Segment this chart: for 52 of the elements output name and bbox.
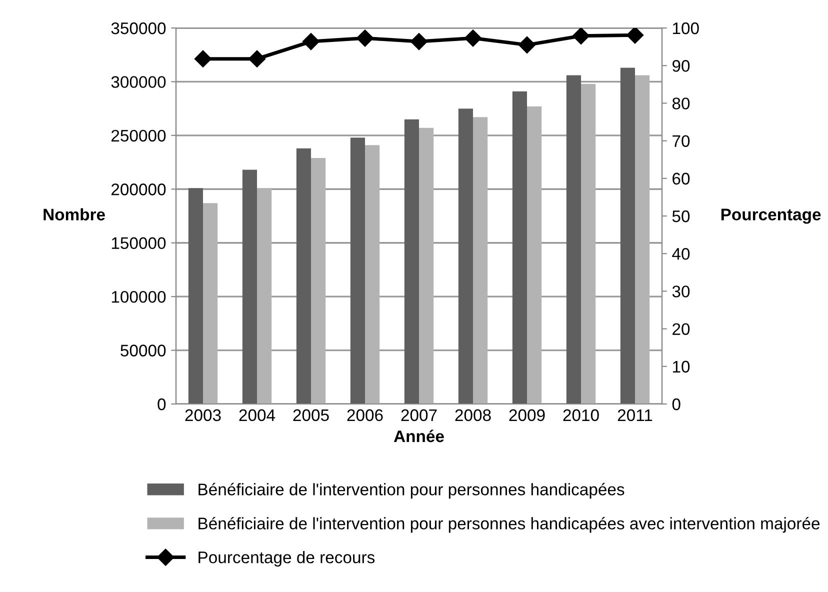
bar: [419, 128, 434, 404]
y2-axis-title: Pourcentage: [721, 208, 821, 224]
bar: [527, 106, 542, 404]
x-tick-label: 2008: [455, 409, 491, 422]
y-tick-label: 350000: [111, 22, 166, 34]
bar: [242, 170, 257, 404]
x-tick-label: 2006: [347, 409, 383, 422]
y-tick-label: 200000: [112, 184, 166, 196]
y2-tick-label: 40: [672, 248, 690, 260]
bar: [512, 91, 527, 404]
y-tick-label: 300000: [111, 76, 166, 88]
bar: [203, 203, 218, 404]
y-tick-label: 50000: [120, 344, 166, 356]
x-tick-label: 2003: [185, 409, 221, 422]
y2-tick-label: 30: [672, 286, 690, 298]
y2-tick-label: 60: [672, 172, 690, 185]
bar: [581, 84, 596, 404]
y2-tick-label: 80: [672, 98, 690, 110]
x-axis-title: Année: [394, 430, 444, 442]
legend-label: Pourcentage de recours: [198, 551, 375, 567]
y-tick-label: 100000: [112, 290, 166, 303]
x-tick-label: 2007: [401, 409, 437, 422]
bar: [404, 119, 419, 404]
y2-tick-label: 20: [672, 323, 690, 336]
legend-label: Bénéficiaire de l'intervention pour personnes handicapées: [198, 482, 624, 499]
y2-tick-label: 90: [672, 60, 690, 72]
bar: [458, 108, 473, 404]
x-tick-label: 2005: [293, 409, 329, 422]
y2-tick-label: 70: [672, 135, 690, 148]
y-tick-label: 150000: [112, 237, 166, 250]
y-tick-label: 0: [158, 398, 166, 410]
bar: [188, 188, 203, 404]
y-axis-title: Nombre: [44, 208, 105, 220]
y2-tick-label: 0: [672, 398, 680, 410]
bar: [473, 117, 488, 404]
y2-tick-label: 10: [672, 360, 690, 373]
bar: [566, 75, 581, 404]
x-tick-label: 2009: [509, 409, 545, 422]
bar: [635, 75, 650, 404]
bar: [350, 138, 365, 404]
x-tick-label: 2004: [239, 409, 276, 422]
bar: [365, 145, 380, 404]
x-tick-label: 2010: [563, 409, 599, 422]
x-tick-label: 2011: [618, 409, 652, 422]
y-tick-label: 250000: [112, 130, 166, 142]
bar: [620, 68, 635, 404]
y2-tick-label: 100: [672, 22, 699, 34]
bar: [257, 188, 272, 404]
legend-label: Bénéficiaire de l'intervention pour personnes handicapées avec intervention majorée: [198, 516, 820, 533]
bar: [311, 158, 326, 404]
bar: [296, 148, 311, 404]
y2-tick-label: 50: [672, 210, 690, 222]
